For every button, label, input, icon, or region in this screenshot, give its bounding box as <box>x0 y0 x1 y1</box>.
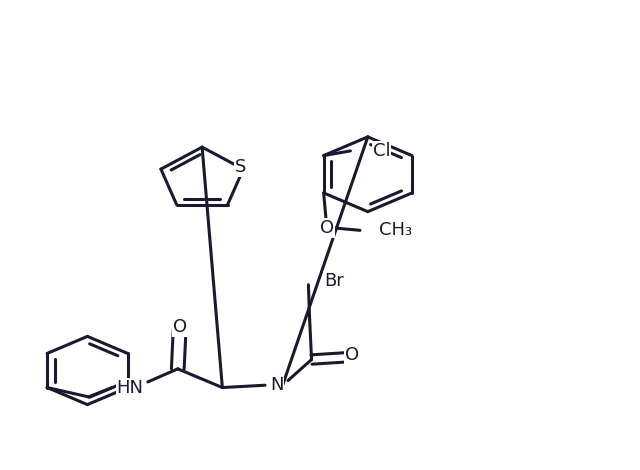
Text: Cl: Cl <box>372 142 390 160</box>
Text: O: O <box>345 346 359 364</box>
Text: N: N <box>270 376 284 394</box>
Text: Br: Br <box>324 272 344 290</box>
Text: CH₃: CH₃ <box>379 221 412 239</box>
Text: HN: HN <box>116 378 143 397</box>
Text: S: S <box>234 158 246 176</box>
Text: O: O <box>173 318 187 336</box>
Text: O: O <box>320 219 334 237</box>
